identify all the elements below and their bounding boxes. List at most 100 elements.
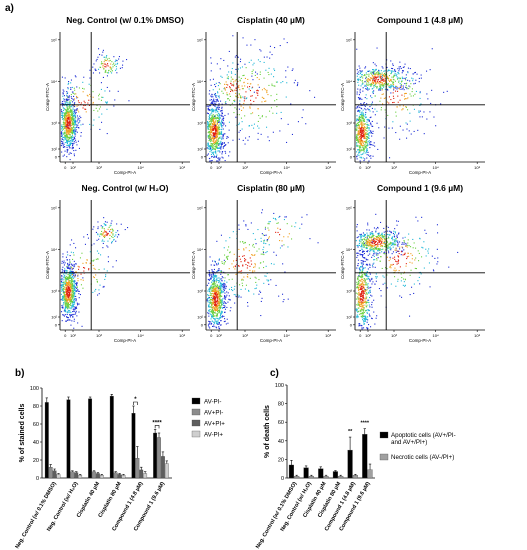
event-dot (73, 122, 75, 124)
event-dot (70, 109, 72, 111)
event-dot (69, 282, 71, 284)
event-dot (218, 291, 220, 293)
event-dot (71, 296, 73, 298)
event-dot (216, 320, 218, 322)
event-dot (67, 279, 69, 281)
event-dot (414, 82, 416, 84)
event-dot (73, 286, 75, 288)
event-dot (73, 126, 75, 128)
event-dot (411, 91, 413, 93)
event-dot (216, 291, 218, 293)
event-dot (74, 124, 76, 126)
event-dot (226, 86, 228, 88)
event-dot (214, 293, 216, 295)
y-tick-label: 0 (201, 322, 204, 327)
event-dot (361, 124, 363, 126)
event-dot (358, 137, 360, 139)
event-dot (235, 259, 237, 261)
event-dot (68, 145, 70, 147)
event-dot (390, 86, 392, 88)
event-dot (218, 82, 220, 84)
event-dot (368, 70, 370, 72)
event-dot (393, 101, 395, 103)
event-dot (220, 288, 222, 290)
event-dot (218, 119, 220, 121)
event-dot (407, 97, 409, 99)
event-dot (372, 132, 374, 134)
event-dot (213, 111, 215, 113)
event-dot (217, 285, 219, 287)
event-dot (218, 318, 220, 320)
event-dot (211, 149, 213, 151)
event-dot (210, 133, 212, 135)
event-dot (219, 295, 221, 297)
event-dot (221, 103, 223, 105)
event-dot (260, 315, 262, 317)
event-dot (388, 102, 390, 104)
event-dot (216, 292, 218, 294)
event-dot (73, 301, 75, 303)
event-dot (386, 77, 388, 79)
event-dot (381, 72, 383, 74)
event-dot (67, 284, 69, 286)
event-dot (112, 266, 114, 268)
event-dot (215, 296, 217, 298)
event-dot (214, 261, 216, 263)
event-dot (238, 84, 240, 86)
event-dot (215, 323, 217, 325)
event-dot (362, 149, 364, 151)
event-dot (363, 278, 365, 280)
event-dot (218, 304, 220, 306)
event-dot (440, 103, 442, 105)
event-dot (379, 88, 381, 90)
event-dot (220, 142, 222, 144)
event-dot (218, 150, 220, 152)
event-dot (358, 304, 360, 306)
event-dot (109, 238, 111, 240)
x-tick-label: 10⁵ (325, 333, 331, 338)
event-dot (257, 125, 259, 127)
event-dot (209, 311, 211, 313)
event-dot (383, 82, 385, 84)
event-dot (70, 251, 72, 253)
event-dot (228, 268, 230, 270)
event-dot (372, 69, 374, 71)
event-dot (363, 118, 365, 120)
event-dot (362, 83, 364, 85)
event-dot (73, 112, 75, 114)
event-dot (60, 293, 62, 295)
x-tick-label: 10⁴ (284, 165, 290, 170)
event-dot (358, 325, 360, 327)
event-dot (261, 115, 263, 117)
event-dot (112, 230, 114, 232)
event-dot (207, 124, 209, 126)
event-dot (212, 310, 214, 312)
event-dot (74, 308, 76, 310)
event-dot (70, 100, 72, 102)
event-dot (70, 106, 72, 108)
event-dot (66, 304, 68, 306)
event-dot (73, 126, 75, 128)
event-dot (357, 149, 359, 151)
event-dot (214, 308, 216, 310)
event-dot (63, 295, 65, 297)
event-dot (217, 293, 219, 295)
event-dot (67, 294, 69, 296)
event-dot (215, 133, 217, 135)
event-dot (238, 265, 240, 267)
event-dot (356, 314, 358, 316)
event-dot (116, 60, 118, 62)
event-dot (356, 310, 358, 312)
event-dot (75, 312, 77, 314)
event-dot (67, 289, 69, 291)
event-dot (395, 90, 397, 92)
event-dot (366, 289, 368, 291)
event-dot (219, 295, 221, 297)
event-dot (355, 125, 357, 127)
event-dot (210, 139, 212, 141)
event-dot (71, 97, 73, 99)
event-dot (363, 148, 365, 150)
event-dot (363, 327, 365, 329)
event-dot (406, 86, 408, 88)
event-dot (70, 119, 72, 121)
